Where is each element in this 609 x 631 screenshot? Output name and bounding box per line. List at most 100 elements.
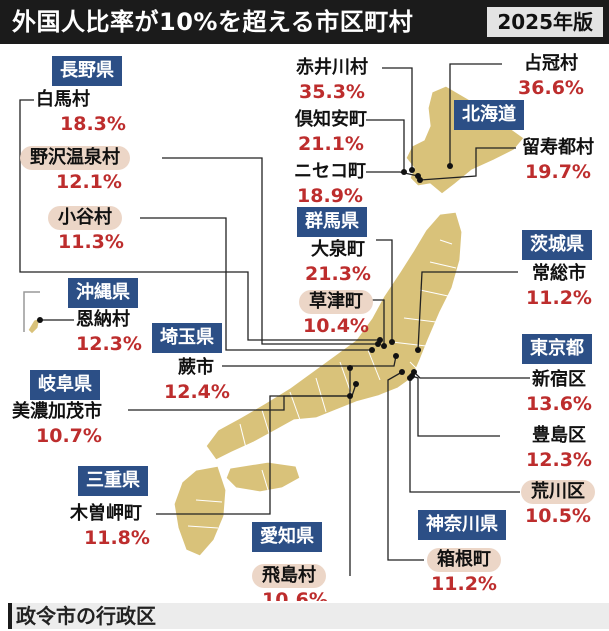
dot-hakone — [399, 369, 405, 375]
pref-label-gunma: 群馬県 — [297, 207, 367, 237]
pref-label-gifu: 岐阜県 — [30, 370, 100, 400]
pct-minokamo: 10.7% — [36, 425, 102, 447]
pref-label-kanagawa: 神奈川県 — [418, 510, 506, 540]
pct-hakuba: 18.3% — [60, 113, 126, 135]
pref-label-tokyo: 東京都 — [522, 334, 592, 364]
name-niseko: ニセコ町 — [294, 161, 366, 182]
entry-rusutsu: 留寿都村 19.7% — [512, 136, 604, 184]
pref-label-saitama: 埼玉県 — [152, 323, 222, 353]
name-tobishima: 飛島村 — [252, 564, 326, 588]
entry-hakone: 箱根町 11.2% — [418, 548, 510, 596]
pct-shimukappu: 36.6% — [518, 77, 584, 99]
footer-heading: 政令市の行政区 — [16, 604, 156, 628]
header-bar: 外国人比率が10%を超える市区町村 2025年版 — [0, 0, 609, 44]
dot-akaigawa — [409, 167, 415, 173]
pref-label-nagano: 長野県 — [52, 56, 122, 86]
pct-otari: 11.3% — [58, 231, 124, 253]
entry-shimukappu: 占冠村 36.6% — [508, 52, 594, 100]
dot-shimukappu — [447, 163, 453, 169]
entry-shinjuku: 新宿区 13.6% — [516, 368, 602, 416]
pct-hakone: 11.2% — [431, 573, 497, 595]
name-warabi: 蕨市 — [178, 357, 214, 378]
dot-rusutsu — [417, 177, 423, 183]
dot-otari — [369, 347, 375, 353]
dot-kisosaki — [347, 393, 353, 399]
dot-onna — [37, 317, 43, 323]
footer-strip — [8, 603, 609, 629]
pct-shinjuku: 13.6% — [526, 393, 592, 415]
pct-akaigawa: 35.3% — [299, 81, 365, 103]
name-kisosaki: 木曽岬町 — [70, 503, 142, 524]
pref-label-hokkaido: 北海道 — [454, 100, 524, 130]
name-otari: 小谷村 — [48, 206, 122, 230]
page-title: 外国人比率が10%を超える市区町村 — [12, 8, 414, 36]
dot-tobishima — [347, 365, 353, 371]
pct-onna: 12.3% — [76, 333, 142, 355]
name-akaigawa: 赤井川村 — [296, 57, 368, 78]
pct-kisosaki: 11.8% — [84, 527, 150, 549]
entry-oizumi: 大泉町 21.3% — [296, 238, 380, 286]
footer-section: 政令市の行政区 — [0, 601, 609, 630]
entry-otari: 小谷村 11.3% — [48, 206, 124, 254]
okinawa-inset-bracket — [23, 291, 40, 332]
entry-nozawa: 野沢温泉村 12.1% — [20, 146, 130, 194]
kyushu-island — [173, 465, 227, 557]
entry-niseko: ニセコ町 18.9% — [280, 160, 380, 208]
dot-minokamo — [353, 381, 359, 387]
dot-joso — [415, 347, 421, 353]
name-onna: 恩納村 — [76, 309, 130, 330]
pct-kutchan: 21.1% — [298, 133, 364, 155]
prefecture-borders — [187, 239, 457, 529]
name-shimukappu: 占冠村 — [524, 53, 578, 74]
entry-hakuba: 白馬村 18.3% — [36, 88, 126, 136]
pct-niseko: 18.9% — [297, 185, 363, 207]
leader-lines — [19, 63, 530, 576]
pct-rusutsu: 19.7% — [525, 161, 591, 183]
pref-label-mie: 三重県 — [78, 466, 148, 496]
pct-toshima: 12.3% — [526, 449, 592, 471]
entry-kusatsu: 草津町 10.4% — [292, 290, 380, 338]
name-hakone: 箱根町 — [427, 548, 501, 572]
pct-warabi: 12.4% — [164, 381, 230, 403]
entry-toshima: 豊島区 12.3% — [516, 424, 602, 472]
entry-kisosaki: 木曽岬町 11.8% — [70, 502, 150, 550]
okinawa-island — [27, 317, 41, 335]
pref-label-okinawa: 沖縄県 — [68, 278, 138, 308]
edition-badge: 2025年版 — [487, 7, 603, 37]
name-minokamo: 美濃加茂市 — [12, 401, 102, 422]
pct-oizumi: 21.3% — [305, 263, 371, 285]
dot-kutchan — [401, 169, 407, 175]
name-kutchan: 倶知安町 — [295, 109, 367, 130]
name-oizumi: 大泉町 — [311, 239, 365, 260]
entry-minokamo: 美濃加茂市 10.7% — [12, 400, 102, 448]
dot-arakawa — [407, 375, 413, 381]
name-joso: 常総市 — [532, 263, 586, 284]
entry-joso: 常総市 11.2% — [516, 262, 602, 310]
pct-nozawa: 12.1% — [56, 171, 122, 193]
shikoku-island — [225, 461, 301, 493]
pct-arakawa: 10.5% — [525, 505, 591, 527]
japan-landmass — [27, 85, 525, 557]
name-rusutsu: 留寿都村 — [522, 137, 594, 158]
pref-label-aichi: 愛知県 — [252, 522, 322, 552]
name-shinjuku: 新宿区 — [532, 369, 586, 390]
pct-kusatsu: 10.4% — [303, 315, 369, 337]
dot-nozawa — [375, 341, 381, 347]
name-arakawa: 荒川区 — [521, 480, 595, 504]
pref-label-ibaraki: 茨城県 — [522, 230, 592, 260]
pct-joso: 11.2% — [526, 287, 592, 309]
honshu-island — [205, 211, 463, 461]
dot-warabi — [393, 353, 399, 359]
entry-kutchan: 倶知安町 21.1% — [282, 108, 380, 156]
entry-arakawa: 荒川区 10.5% — [512, 480, 604, 528]
name-toshima: 豊島区 — [532, 425, 586, 446]
name-hakuba: 白馬村 — [36, 89, 90, 110]
entry-warabi: 蕨市 12.4% — [164, 356, 230, 404]
name-nozawa: 野沢温泉村 — [20, 146, 130, 170]
name-kusatsu: 草津町 — [299, 290, 373, 314]
dot-kusatsu — [381, 343, 387, 349]
dot-oizumi — [389, 339, 395, 345]
entry-akaigawa: 赤井川村 35.3% — [284, 56, 380, 104]
location-dots — [37, 163, 453, 399]
